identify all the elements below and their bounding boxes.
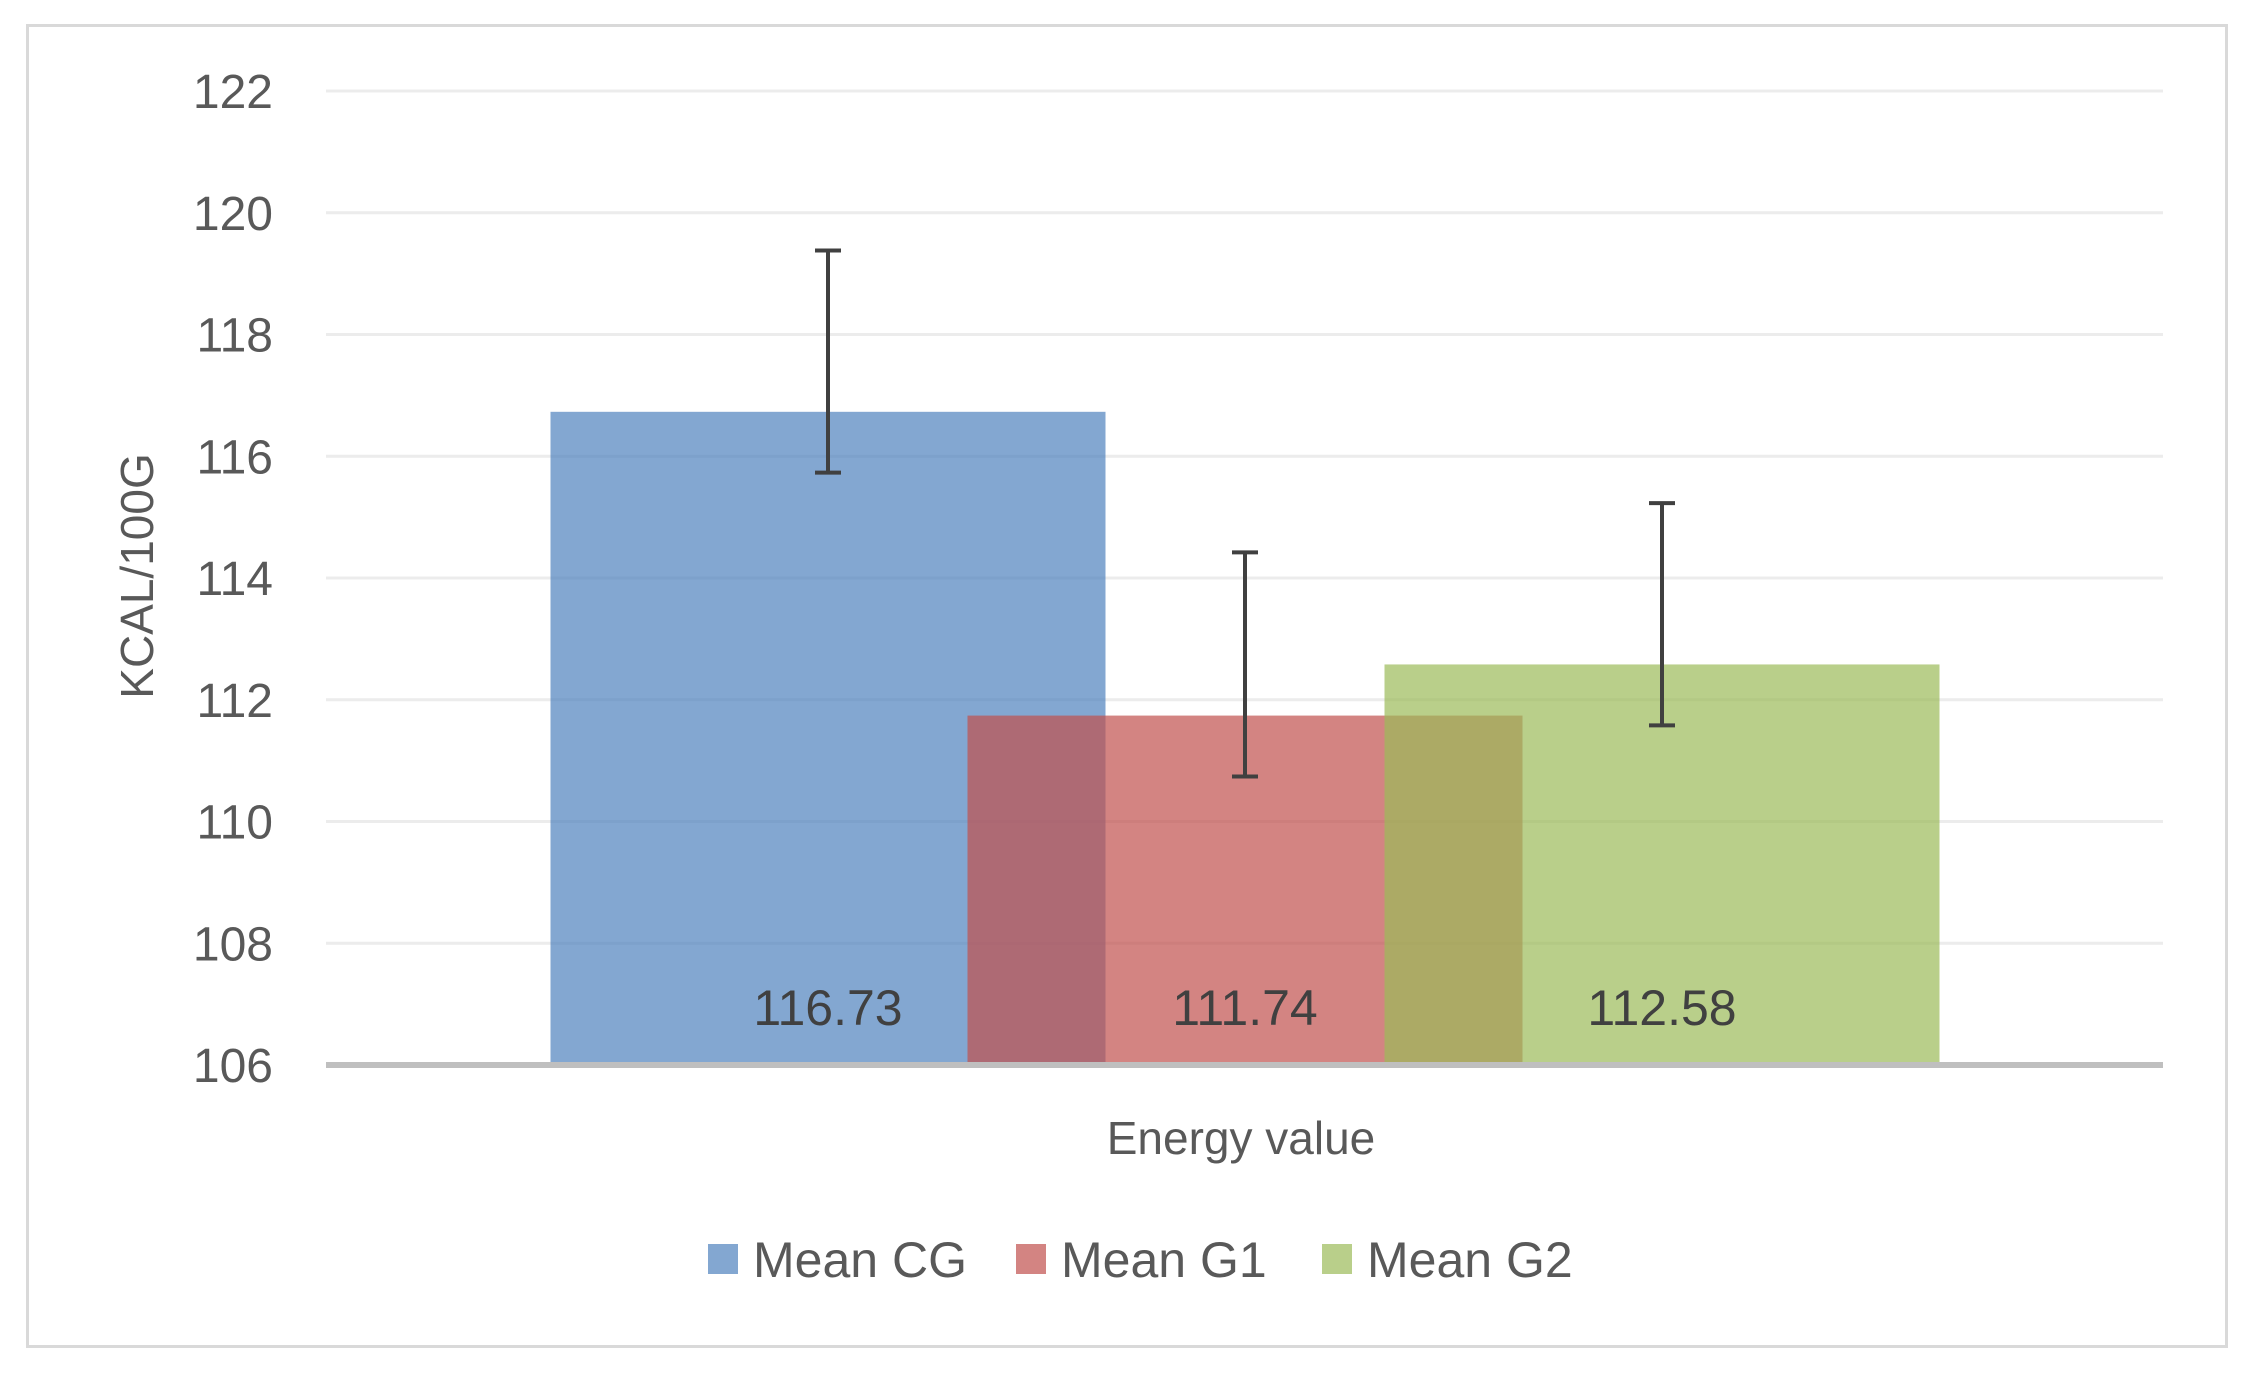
legend: Mean CG Mean G1 Mean G2 bbox=[708, 1232, 1573, 1288]
data-label-mean-cg: 116.73 bbox=[753, 980, 902, 1036]
y-tick-label-112: 112 bbox=[196, 675, 273, 728]
bar-mean-g2 bbox=[1384, 664, 1940, 1065]
legend-label-mean-cg: Mean CG bbox=[753, 1232, 967, 1288]
legend-label-mean-g2: Mean G2 bbox=[1367, 1232, 1573, 1288]
y-tick-label-114: 114 bbox=[196, 553, 273, 606]
y-tick-label-108: 108 bbox=[193, 918, 273, 971]
data-label-mean-g1: 111.74 bbox=[1172, 980, 1318, 1036]
y-tick-label-120: 120 bbox=[193, 188, 273, 241]
data-label-mean-g2: 112.58 bbox=[1587, 980, 1736, 1036]
legend-label-mean-g1: Mean G1 bbox=[1061, 1232, 1267, 1288]
y-tick-label-106: 106 bbox=[193, 1040, 273, 1093]
y-tick-label-118: 118 bbox=[196, 310, 273, 363]
legend-swatch-mean-g2 bbox=[1322, 1244, 1352, 1274]
error-bars bbox=[815, 248, 1675, 779]
y-tick-label-116: 116 bbox=[196, 431, 273, 484]
y-tick-labels: 106 108 110 112 114 116 118 120 122 bbox=[193, 66, 273, 1093]
legend-swatch-mean-g1 bbox=[1016, 1244, 1046, 1274]
y-axis-title: KCAL/100G bbox=[111, 453, 163, 698]
y-tick-label-110: 110 bbox=[196, 797, 273, 850]
legend-swatch-mean-cg bbox=[708, 1244, 738, 1274]
x-axis-title: Energy value bbox=[1107, 1112, 1376, 1164]
data-labels: 116.73 111.74 112.58 bbox=[753, 980, 1736, 1036]
y-tick-label-122: 122 bbox=[193, 66, 273, 119]
